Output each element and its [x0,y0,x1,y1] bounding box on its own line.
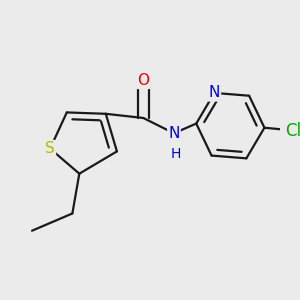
Text: H: H [170,147,181,161]
Text: Cl: Cl [286,122,300,140]
Text: S: S [45,141,55,156]
Text: N: N [168,126,180,141]
Text: N: N [208,85,220,100]
Text: O: O [137,73,149,88]
